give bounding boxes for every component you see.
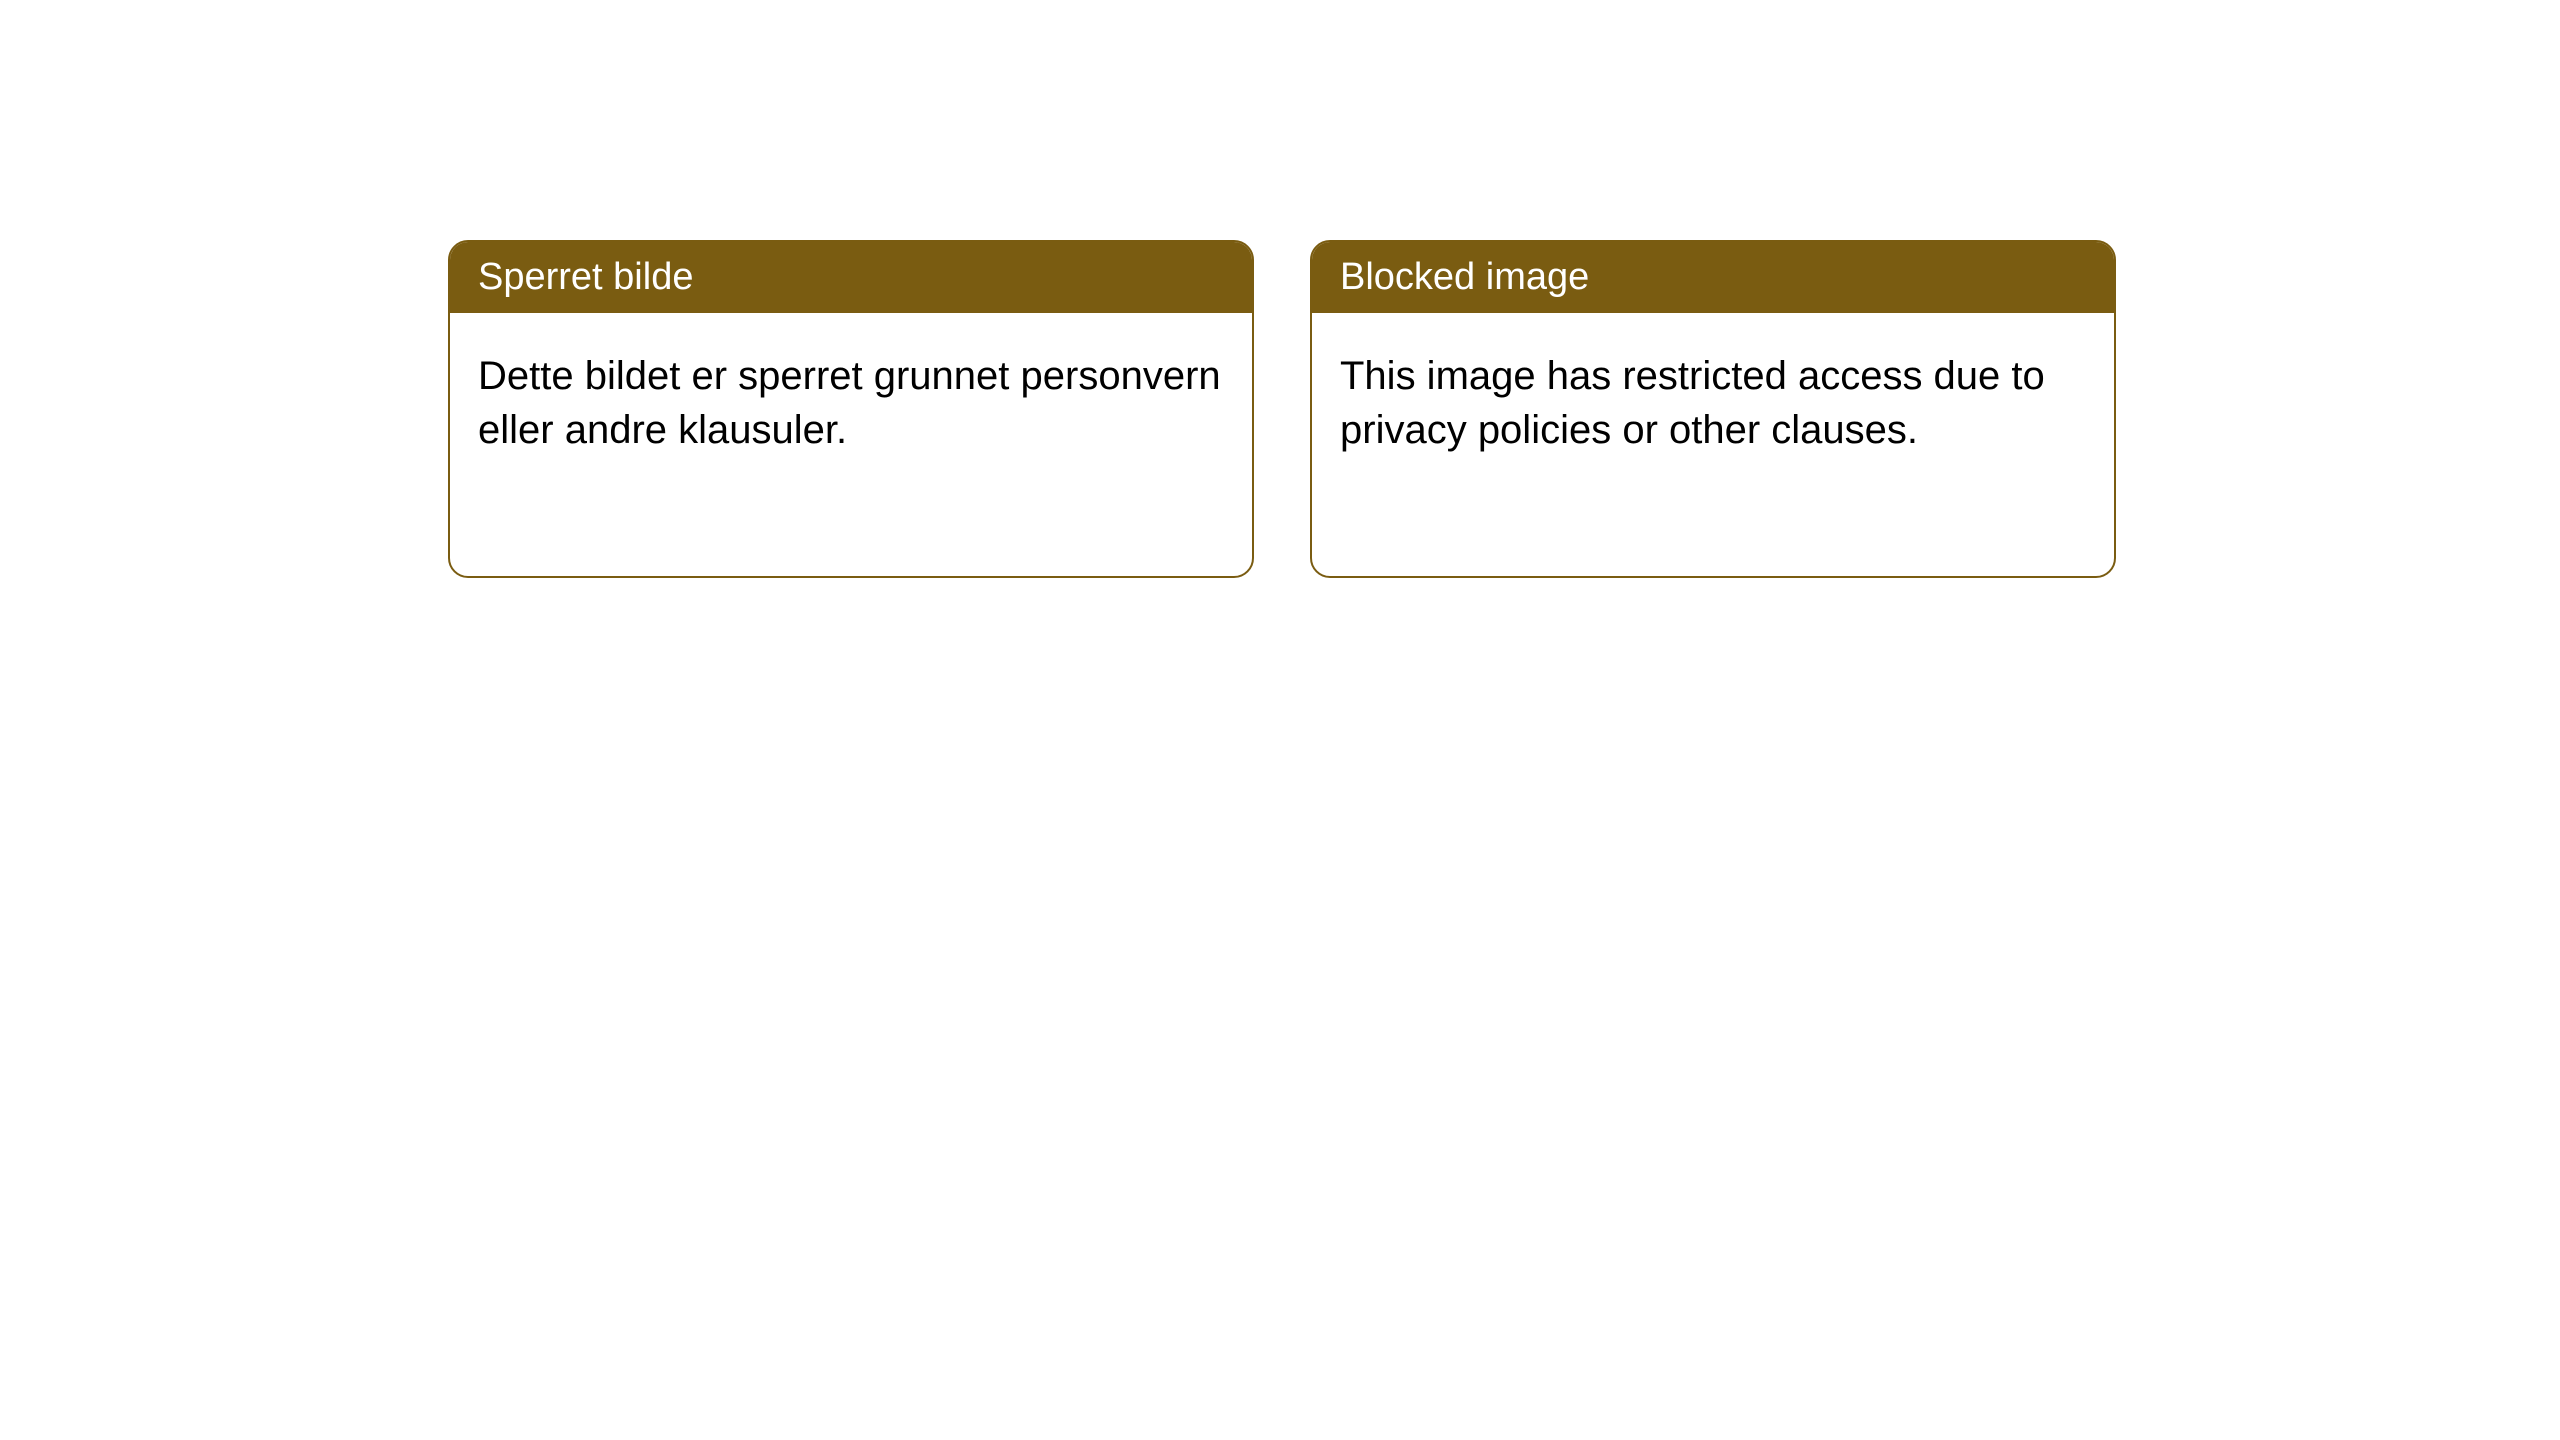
card-text-en: This image has restricted access due to … [1340, 354, 2045, 452]
card-title-no: Sperret bilde [478, 256, 693, 298]
card-title-en: Blocked image [1340, 256, 1589, 298]
card-body-en: This image has restricted access due to … [1312, 313, 2114, 493]
blocked-image-cards: Sperret bilde Dette bildet er sperret gr… [448, 240, 2116, 578]
blocked-image-card-no: Sperret bilde Dette bildet er sperret gr… [448, 240, 1254, 578]
card-body-no: Dette bildet er sperret grunnet personve… [450, 313, 1252, 493]
card-text-no: Dette bildet er sperret grunnet personve… [478, 354, 1221, 452]
card-header-en: Blocked image [1312, 242, 2114, 313]
card-header-no: Sperret bilde [450, 242, 1252, 313]
blocked-image-card-en: Blocked image This image has restricted … [1310, 240, 2116, 578]
